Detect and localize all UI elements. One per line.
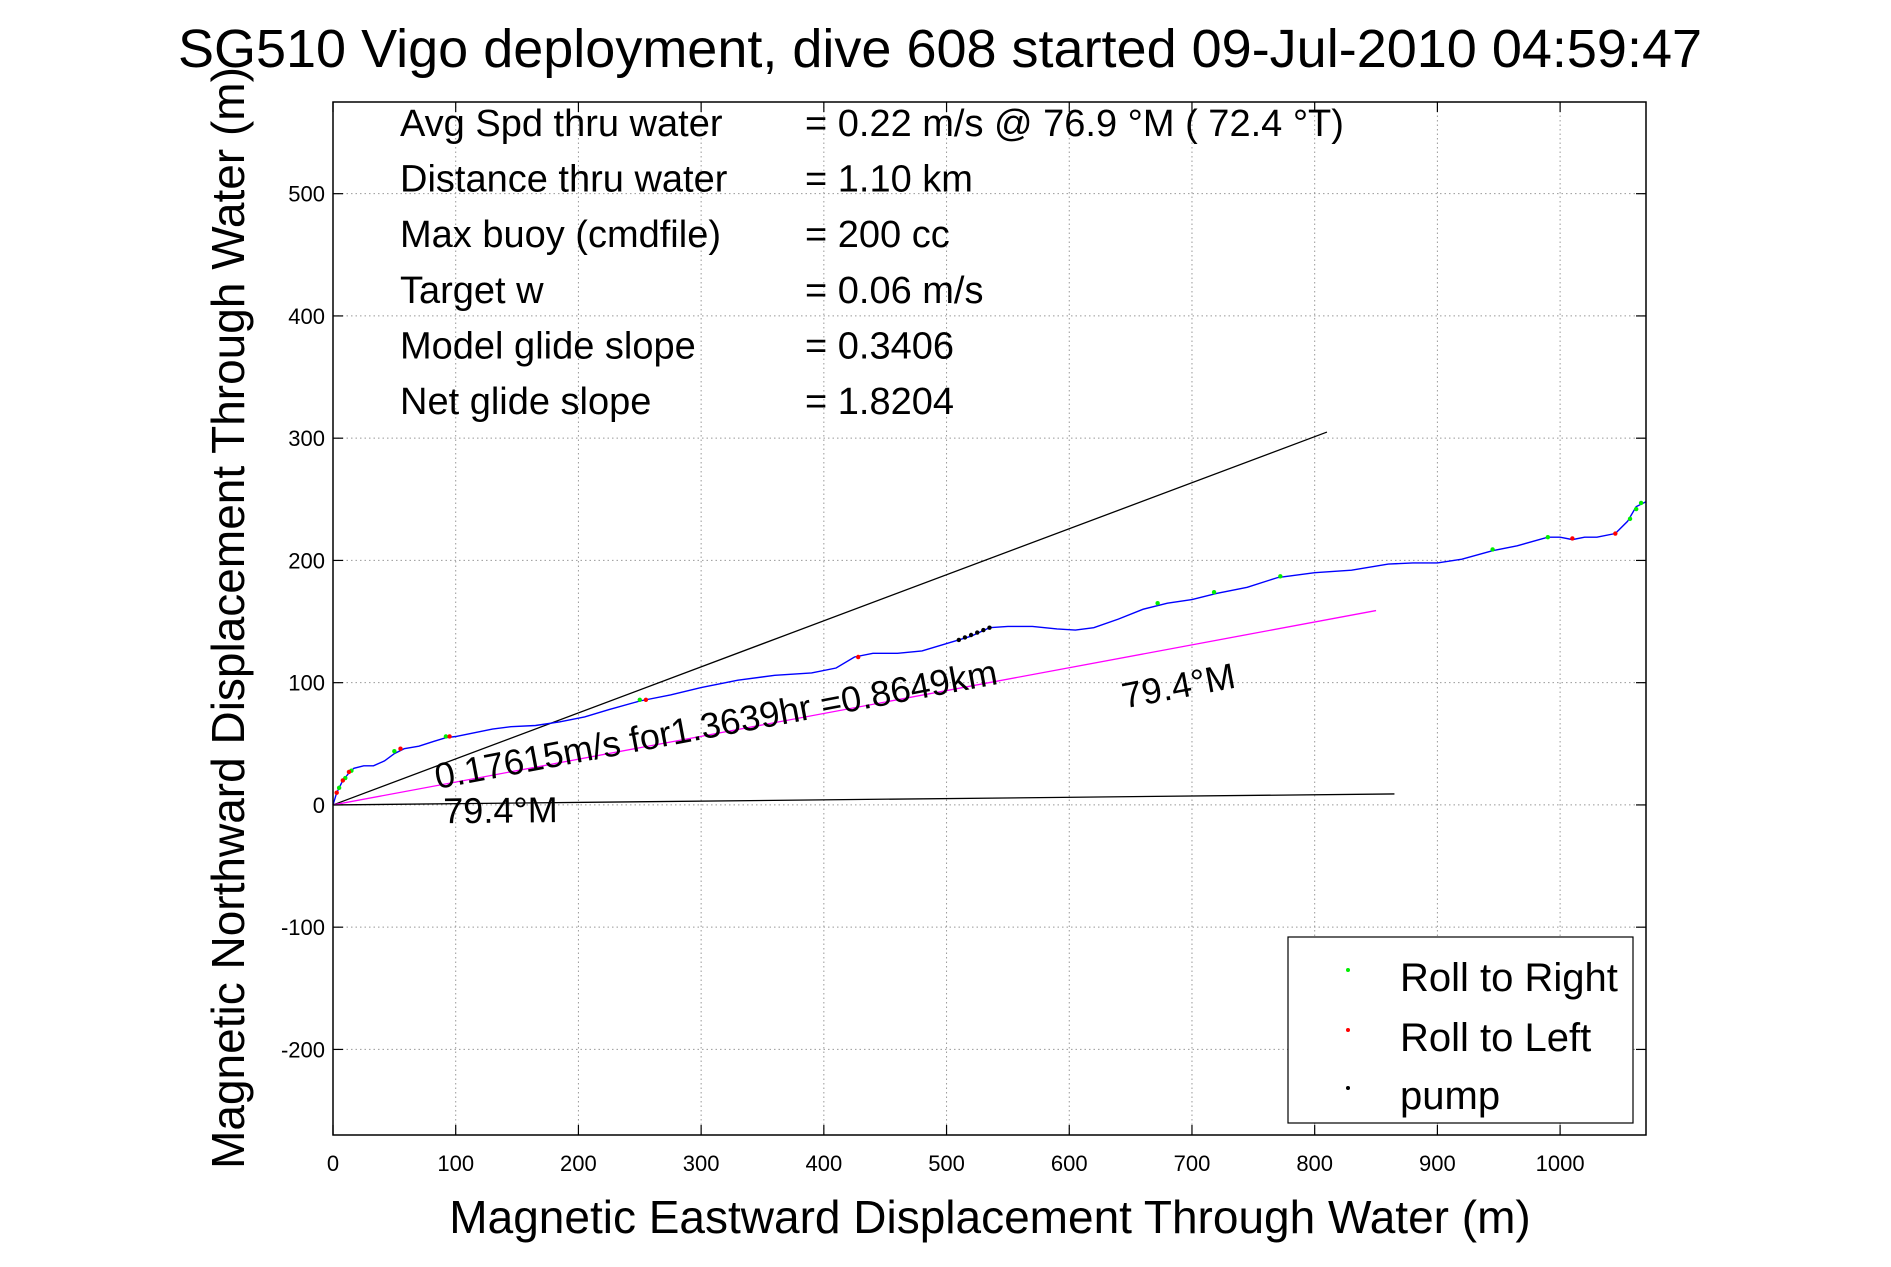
- x-tick-label: 1000: [1536, 1151, 1585, 1176]
- marker-point: [1570, 536, 1575, 541]
- axis-ticks: 0 100 200 300 400 500 600 700 800 900 1000-200-100…: [281, 102, 1646, 1176]
- legend-label-roll-right: Roll to Right: [1400, 956, 1618, 1000]
- stat-label: Avg Spd thru water: [400, 103, 723, 145]
- x-tick-label: 400: [805, 1151, 842, 1176]
- marker-point: [443, 734, 449, 739]
- y-tick-label: 200: [288, 548, 325, 573]
- y-tick-label: -200: [281, 1037, 325, 1062]
- stat-value: = 1.10 km: [805, 159, 973, 201]
- x-tick-label: 700: [1174, 1151, 1211, 1176]
- stat-value: = 1.8204: [805, 381, 954, 423]
- stat-label: Model glide slope: [400, 325, 696, 367]
- markers-roll-to-left: [334, 531, 1618, 795]
- marker-point: [1211, 590, 1217, 595]
- stat-label: Distance thru water: [400, 159, 728, 201]
- x-tick-label: 900: [1419, 1151, 1456, 1176]
- track-series: [332, 501, 1647, 806]
- marker-point: [1545, 535, 1551, 540]
- marker-series: [334, 500, 1644, 795]
- marker-point: [1627, 516, 1633, 522]
- marker-point: [968, 632, 974, 638]
- track-line: [332, 501, 1647, 806]
- marker-point: [987, 625, 992, 630]
- chart-title: SG510 Vigo deployment, dive 608 started …: [178, 19, 1702, 79]
- reference-line: [332, 431, 1328, 806]
- y-tick-label: 300: [288, 426, 325, 451]
- legend-label-pump: pump: [1400, 1074, 1500, 1118]
- annotation: 79.4°M: [443, 789, 558, 831]
- marker-point: [962, 635, 968, 640]
- x-tick-label: 0: [327, 1151, 339, 1176]
- reference-lines: [332, 431, 1395, 806]
- legend-marker-pump: [1346, 1086, 1350, 1090]
- stats-block: Avg Spd thru water = 0.22 m/s @ 76.9 °M (…: [400, 103, 1344, 423]
- y-tick-label: 400: [288, 304, 325, 329]
- y-tick-label: 500: [288, 182, 325, 207]
- legend-marker-roll-right: [1346, 968, 1350, 972]
- stat-value: = 0.06 m/s: [805, 270, 983, 312]
- stat-label: Net glide slope: [400, 381, 651, 423]
- stat-value: = 0.3406: [805, 325, 954, 367]
- x-tick-label: 300: [683, 1151, 720, 1176]
- marker-point: [1638, 500, 1644, 506]
- marker-point: [643, 697, 649, 702]
- legend-item-pump: pump: [1346, 1074, 1500, 1118]
- y-tick-label: 100: [288, 671, 325, 696]
- marker-point: [1278, 574, 1283, 579]
- stat-label: Target w: [400, 270, 544, 312]
- marker-point: [447, 734, 452, 739]
- marker-point: [981, 627, 986, 633]
- reference-line: [332, 609, 1377, 806]
- marker-point: [340, 778, 346, 783]
- marker-point: [1490, 547, 1495, 552]
- stat-value: = 0.22 m/s @ 76.9 °M ( 72.4 °T): [805, 103, 1344, 145]
- marker-point: [346, 769, 352, 775]
- plot-frame: [332, 101, 1647, 1136]
- x-tick-label: 200: [560, 1151, 597, 1176]
- legend-item-roll-right: Roll to Right: [1346, 956, 1618, 1000]
- marker-point: [637, 697, 642, 702]
- markers-pump: [956, 625, 992, 643]
- marker-point: [1155, 601, 1160, 606]
- x-tick-label: 500: [928, 1151, 965, 1176]
- marker-point: [856, 654, 861, 660]
- marker-point: [975, 630, 980, 635]
- legend: Roll to Right Roll to Left pump: [1287, 936, 1634, 1124]
- marker-point: [336, 785, 342, 791]
- x-axis-label: Magnetic Eastward Displacement Through W…: [449, 1191, 1530, 1243]
- reference-line: [332, 793, 1395, 806]
- y-tick-label: -100: [281, 915, 325, 940]
- x-tick-label: 100: [437, 1151, 474, 1176]
- x-tick-label: 800: [1296, 1151, 1333, 1176]
- x-tick-label: 600: [1051, 1151, 1088, 1176]
- marker-point: [1613, 531, 1618, 536]
- stat-label: Max buoy (cmdfile): [400, 214, 721, 256]
- marker-point: [392, 748, 397, 754]
- marker-point: [334, 790, 339, 795]
- legend-item-roll-left: Roll to Left: [1346, 1016, 1591, 1060]
- legend-marker-roll-left: [1346, 1028, 1350, 1032]
- y-axis-label: Magnetic Northward Displacement Through …: [202, 67, 254, 1169]
- marker-point: [1633, 506, 1639, 512]
- marker-point: [398, 746, 403, 751]
- y-tick-label: 0: [313, 793, 325, 818]
- marker-point: [956, 637, 962, 643]
- stat-value: = 200 cc: [805, 214, 950, 256]
- legend-label-roll-left: Roll to Left: [1400, 1016, 1591, 1060]
- legend-box: [1287, 936, 1634, 1124]
